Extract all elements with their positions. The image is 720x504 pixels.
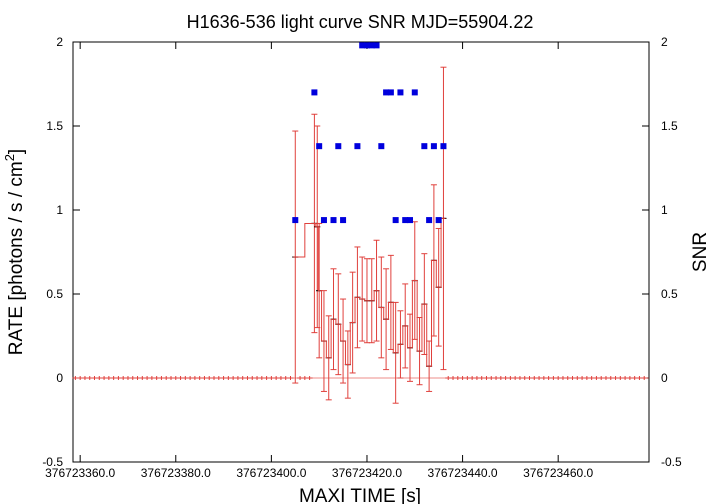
y-tick-label: 0.5 — [46, 287, 63, 301]
x-tick-label: 376723440.0 — [428, 466, 498, 480]
x-axis: 376723360.0 376723380.0 376723400.0 3767234… — [45, 42, 594, 480]
snr-point — [359, 42, 366, 49]
y-axis-label-end: ] — [6, 149, 27, 154]
snr-point — [435, 217, 442, 224]
snr-point — [411, 89, 418, 96]
chart-title: H1636-536 light curve SNR MJD=55904.22 — [187, 12, 534, 32]
snr-point — [320, 217, 327, 224]
snr-point — [292, 217, 299, 224]
y2-tick-label: 2 — [661, 35, 668, 49]
snr-point — [387, 89, 394, 96]
x-axis-label: MAXI TIME [s] — [299, 486, 421, 504]
snr-point — [363, 42, 370, 49]
snr-point — [383, 89, 390, 96]
snr-point — [311, 89, 318, 96]
snr-point — [426, 217, 433, 224]
snr-point — [402, 217, 409, 224]
x-tick-label: 376723360.0 — [45, 466, 115, 480]
snr-point — [373, 42, 380, 49]
rate-series — [72, 66, 649, 404]
y-tick-label: 0 — [56, 371, 63, 385]
snr-point — [440, 143, 447, 150]
snr-point — [392, 217, 399, 224]
snr-series — [292, 42, 447, 224]
y-axis-label-main: RATE [photons / s / cm — [6, 161, 27, 355]
y2-tick-label: 1.5 — [661, 119, 678, 133]
x-tick-label: 376723380.0 — [141, 466, 211, 480]
snr-point — [368, 42, 375, 49]
snr-point — [330, 217, 337, 224]
snr-point — [397, 89, 404, 96]
y-axis-right: -0.5 0 0.5 1 1.5 2 — [642, 35, 682, 469]
x-tick-label: 376723420.0 — [332, 466, 402, 480]
y-axis-label: RATE [photons / s / cm2] — [2, 149, 27, 355]
y2-tick-label: 1 — [661, 203, 668, 217]
snr-point — [430, 143, 437, 150]
snr-point — [378, 143, 385, 150]
x-tick-label: 376723460.0 — [523, 466, 593, 480]
snr-point — [340, 217, 347, 224]
y-axis-label-sup: 2 — [2, 154, 17, 161]
y-tick-label: -0.5 — [42, 455, 63, 469]
rate-step-line — [293, 217, 446, 367]
snr-point — [335, 143, 342, 150]
y2-tick-label: 0 — [661, 371, 668, 385]
y-tick-label: 2 — [56, 35, 63, 49]
plot-frame — [72, 41, 650, 463]
y2-tick-label: -0.5 — [661, 455, 682, 469]
y2-axis-label: SNR — [690, 232, 711, 272]
y2-tick-label: 0.5 — [661, 287, 678, 301]
x-tick-label: 376723400.0 — [236, 466, 306, 480]
y-axis-left: -0.5 0 0.5 1 1.5 2 — [42, 35, 80, 469]
snr-point — [354, 143, 361, 150]
y-tick-label: 1 — [56, 203, 63, 217]
snr-point — [421, 143, 428, 150]
y-tick-label: 1.5 — [46, 119, 63, 133]
snr-point — [316, 143, 323, 150]
snr-point — [406, 217, 413, 224]
